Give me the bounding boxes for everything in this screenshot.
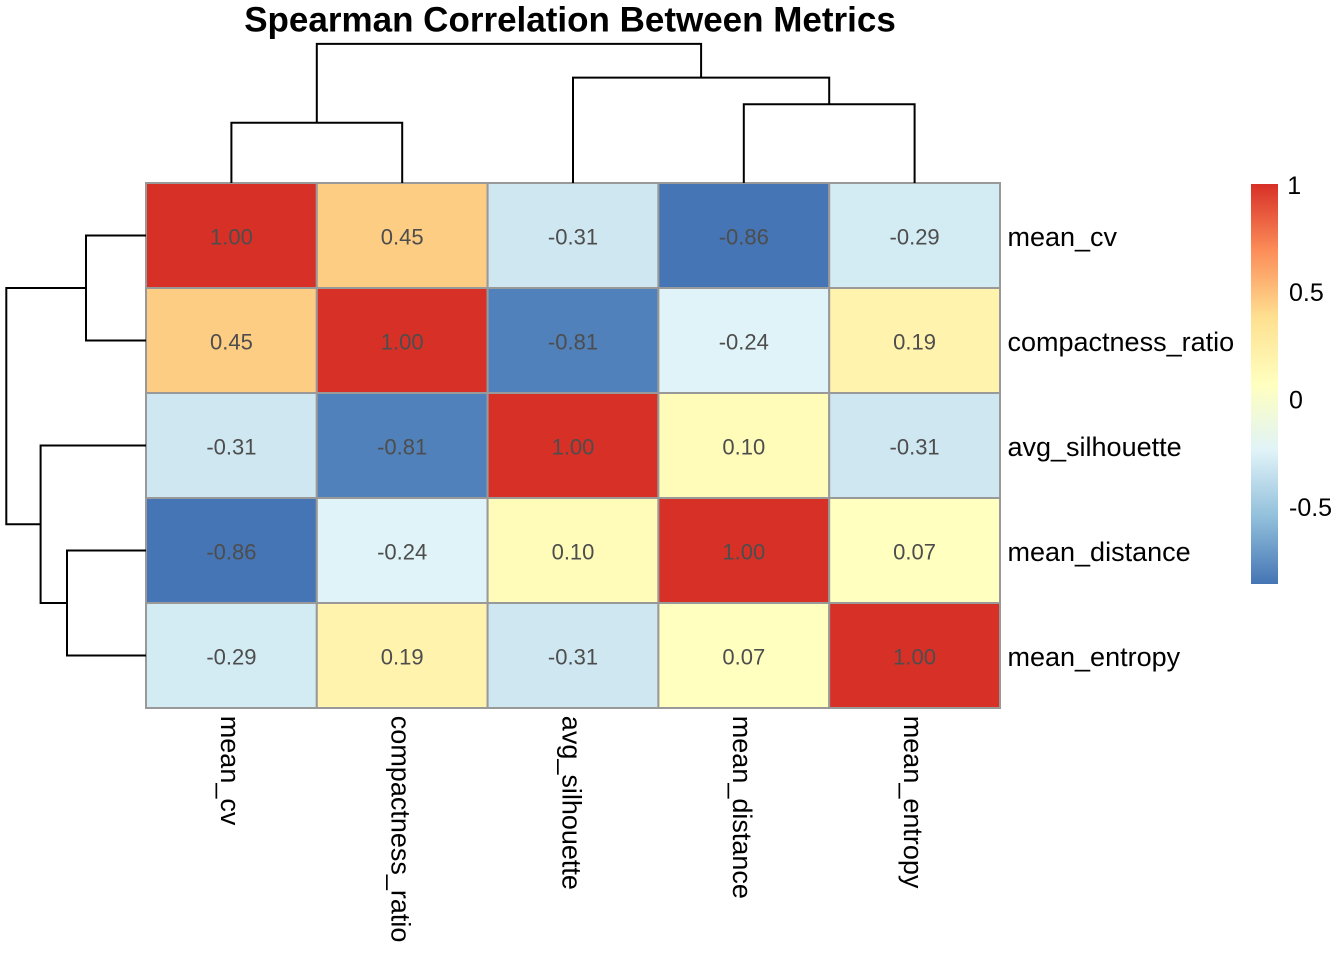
svg-text:-0.29: -0.29 (206, 644, 256, 669)
svg-text:0.19: 0.19 (381, 644, 424, 669)
svg-text:1.00: 1.00 (210, 224, 253, 249)
svg-text:mean_cv: mean_cv (1008, 222, 1118, 252)
svg-text:-0.29: -0.29 (890, 224, 940, 249)
svg-text:-0.5: -0.5 (1289, 494, 1332, 522)
svg-text:0.19: 0.19 (893, 329, 936, 354)
svg-text:1.00: 1.00 (722, 539, 765, 564)
svg-text:0.07: 0.07 (722, 644, 765, 669)
svg-text:0: 0 (1289, 386, 1303, 414)
svg-text:Spearman Correlation Between M: Spearman Correlation Between Metrics (244, 0, 896, 39)
svg-text:compactness_ratio: compactness_ratio (386, 716, 416, 943)
svg-text:1: 1 (1287, 172, 1301, 200)
svg-text:0.10: 0.10 (552, 539, 595, 564)
svg-text:-0.81: -0.81 (548, 329, 598, 354)
svg-text:0.45: 0.45 (210, 329, 253, 354)
svg-text:mean_entropy: mean_entropy (898, 716, 928, 889)
svg-text:-0.86: -0.86 (719, 224, 769, 249)
svg-text:0.5: 0.5 (1289, 279, 1324, 307)
svg-text:0.45: 0.45 (381, 224, 424, 249)
svg-text:compactness_ratio: compactness_ratio (1008, 327, 1235, 357)
svg-text:-0.81: -0.81 (377, 434, 427, 459)
svg-text:avg_silhouette: avg_silhouette (556, 716, 586, 890)
svg-text:1.00: 1.00 (381, 329, 424, 354)
svg-text:mean_distance: mean_distance (727, 716, 757, 899)
svg-text:-0.31: -0.31 (548, 644, 598, 669)
svg-text:-0.86: -0.86 (206, 539, 256, 564)
svg-text:0.10: 0.10 (722, 434, 765, 459)
svg-text:-0.24: -0.24 (719, 329, 769, 354)
svg-text:-0.24: -0.24 (377, 539, 427, 564)
svg-text:-0.31: -0.31 (890, 434, 940, 459)
svg-text:mean_entropy: mean_entropy (1008, 642, 1181, 672)
svg-text:0.07: 0.07 (893, 539, 936, 564)
svg-text:mean_distance: mean_distance (1008, 537, 1191, 567)
svg-text:1.00: 1.00 (893, 644, 936, 669)
svg-text:mean_cv: mean_cv (215, 716, 245, 826)
svg-text:avg_silhouette: avg_silhouette (1008, 432, 1182, 462)
svg-text:-0.31: -0.31 (206, 434, 256, 459)
svg-text:1.00: 1.00 (552, 434, 595, 459)
svg-text:-0.31: -0.31 (548, 224, 598, 249)
